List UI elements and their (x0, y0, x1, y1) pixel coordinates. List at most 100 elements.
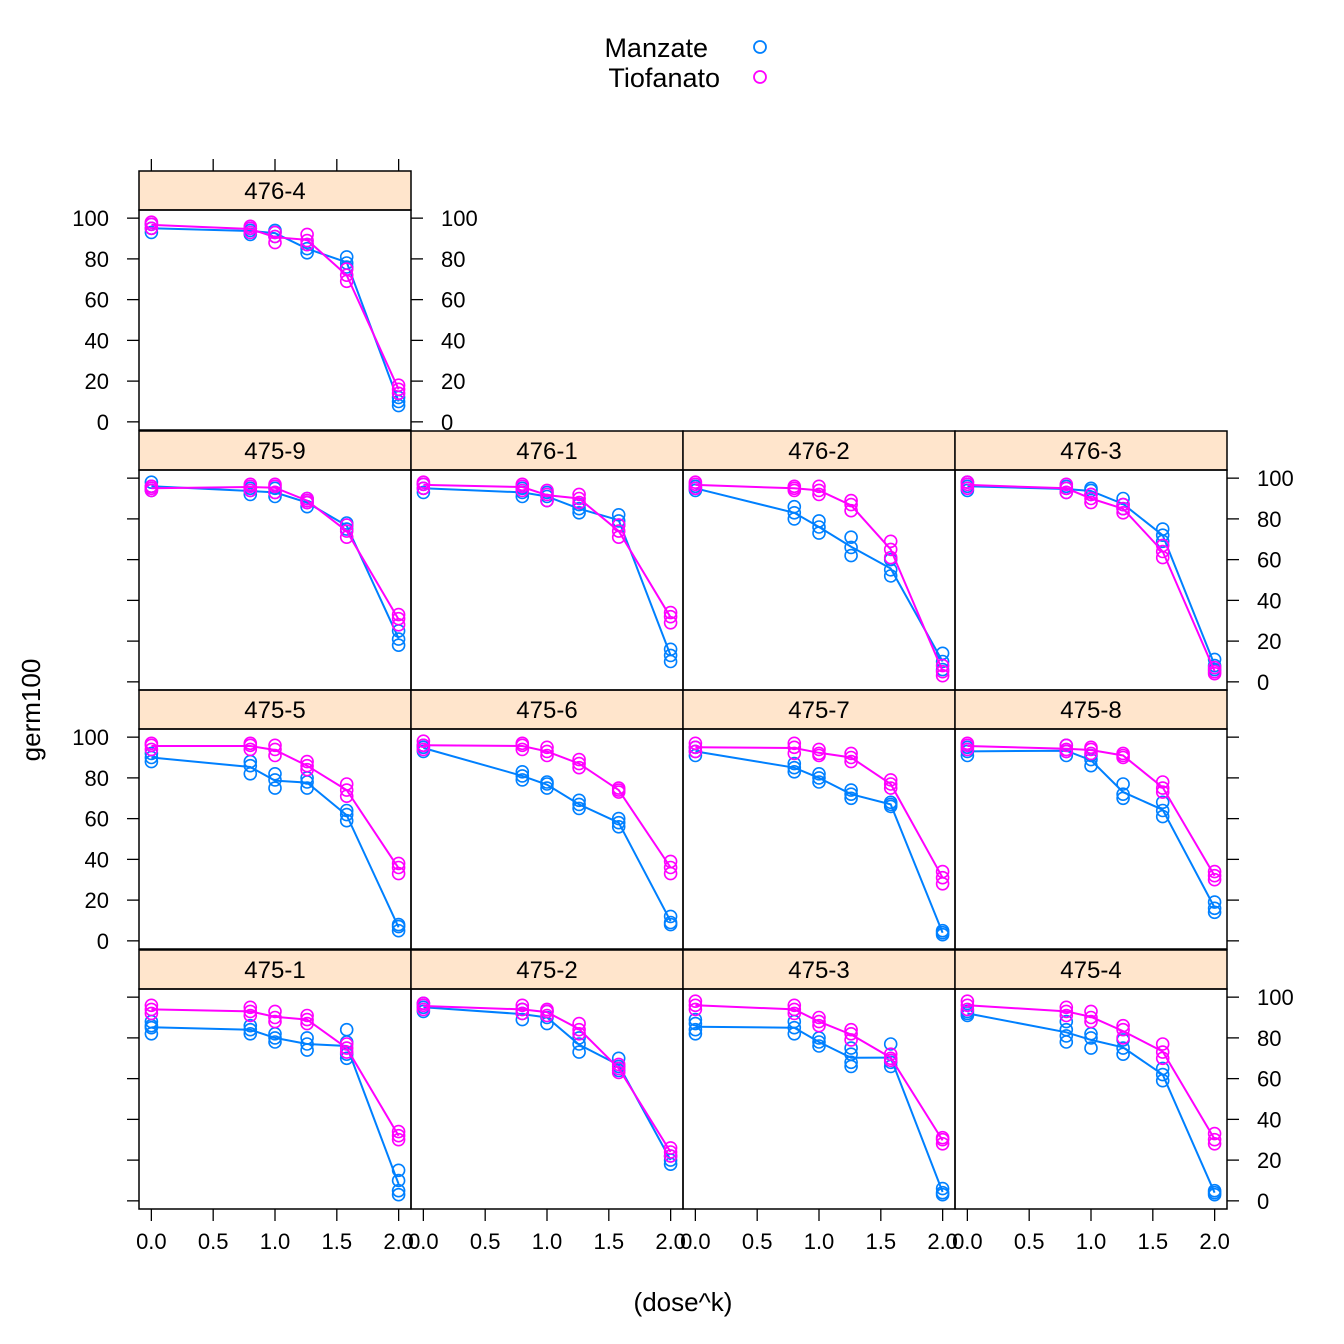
point-476-2-tiofanato-9 (844, 497, 858, 512)
mean-line-476-1-manzate (423, 487, 672, 656)
point-476-1-tiofanato-1 (416, 481, 431, 496)
panel-475-4: 475-4 (954, 949, 1228, 1210)
mean-line-475-7-manzate (695, 750, 944, 934)
point-475-9-manzate-15 (391, 632, 406, 646)
y-tick-label-right-476-4-5: 100 (441, 206, 478, 231)
y-tick-label-left-475-5-0: 0 (97, 929, 109, 954)
panel-475-7: 475-7 (682, 689, 956, 950)
point-475-5-manzate-10 (300, 781, 314, 795)
point-476-3-tiofanato-9 (1116, 501, 1130, 516)
point-475-4-tiofanato-4 (1059, 1004, 1074, 1019)
point-475-5-manzate-3 (243, 758, 258, 773)
point-475-3-manzate-2 (688, 1016, 703, 1031)
point-476-2-tiofanato-12 (883, 542, 898, 557)
point-476-3-tiofanato-8 (1084, 487, 1098, 502)
point-475-6-tiofanato-17 (663, 854, 678, 869)
x-tick-label-bottom-475-2-2: 1.0 (532, 1229, 563, 1254)
point-475-2-tiofanato-15 (663, 1145, 678, 1159)
panel-476-2: 476-2 (682, 430, 956, 691)
point-475-4-manzate-5 (1059, 1022, 1074, 1037)
point-475-6-tiofanato-7 (540, 748, 554, 763)
point-475-5-manzate-2 (144, 746, 159, 761)
point-476-4-tiofanato-15 (391, 382, 406, 397)
point-476-1-tiofanato-9 (572, 491, 586, 506)
y-tick-label-right-476-3-0: 0 (1257, 670, 1269, 695)
panel-476-4: 476-4 (138, 170, 412, 431)
panel-frame-476-3 (954, 469, 1228, 691)
point-475-9-tiofanato-17 (391, 607, 406, 622)
point-475-7-tiofanato-17 (935, 864, 950, 879)
x-tick-label-bottom-475-2-0: 0.0 (408, 1229, 439, 1254)
point-476-2-tiofanato-2 (688, 475, 703, 490)
point-475-4-tiofanato-13 (1155, 1051, 1170, 1066)
y-tick-label-left-475-5-5: 100 (72, 725, 109, 750)
point-475-7-manzate-16 (935, 927, 950, 942)
point-475-3-tiofanato-14 (883, 1051, 898, 1066)
point-475-2-tiofanato-8 (540, 1004, 554, 1019)
x-tick-label-bottom-475-3-1: 0.5 (742, 1229, 773, 1254)
point-475-4-manzate-7 (1084, 1031, 1098, 1045)
strip-label-475-1: 475-1 (244, 957, 305, 984)
point-475-3-tiofanato-4 (787, 1006, 802, 1021)
point-475-4-tiofanato-2 (960, 994, 975, 1009)
point-475-6-tiofanato-10 (572, 760, 586, 775)
point-475-5-tiofanato-1 (144, 742, 159, 757)
point-476-4-tiofanato-17 (391, 378, 406, 393)
y-tick-label-right-476-4-3: 60 (441, 288, 465, 313)
point-475-7-tiofanato-4 (787, 746, 802, 761)
y-tick-label-left-476-4-2: 40 (85, 328, 109, 353)
point-475-9-tiofanato-2 (144, 479, 159, 494)
point-476-2-manzate-13 (883, 569, 898, 583)
point-476-3-tiofanato-4 (1059, 485, 1074, 500)
point-475-2-manzate-4 (515, 1012, 530, 1027)
point-475-4-manzate-3 (1059, 1029, 1074, 1043)
point-475-5-tiofanato-5 (243, 736, 258, 751)
point-475-8-tiofanato-11 (1116, 748, 1130, 763)
point-475-3-tiofanato-7 (812, 1018, 826, 1033)
strip-label-475-2: 475-2 (516, 957, 577, 984)
panel-frame-475-4 (954, 988, 1228, 1210)
point-475-4-tiofanato-11 (1116, 1018, 1130, 1033)
point-475-2-tiofanato-5 (515, 1006, 530, 1021)
point-475-5-tiofanato-8 (268, 738, 282, 753)
point-476-2-manzate-8 (812, 514, 826, 528)
point-475-5-manzate-14 (339, 803, 354, 818)
point-475-7-manzate-14 (883, 795, 898, 810)
point-476-1-tiofanato-11 (572, 487, 586, 502)
point-476-2-tiofanato-13 (883, 550, 898, 565)
point-475-3-manzate-13 (844, 1041, 858, 1055)
point-475-1-tiofanato-7 (268, 1010, 282, 1025)
point-475-3-manzate-0 (688, 1022, 703, 1037)
point-475-7-tiofanato-2 (688, 736, 703, 751)
legend-label-manzate: Manzate (604, 33, 708, 63)
x-tick-label-bottom-475-1-2: 1.0 (260, 1229, 291, 1254)
point-475-1-tiofanato-6 (268, 1004, 282, 1019)
point-475-2-tiofanato-13 (611, 1061, 626, 1076)
point-475-6-manzate-9 (572, 797, 586, 812)
point-476-1-tiofanato-5 (515, 477, 530, 492)
point-475-5-tiofanato-2 (144, 736, 159, 751)
mean-line-476-2-manzate (695, 487, 944, 662)
point-475-1-tiofanato-9 (300, 1008, 314, 1023)
point-476-3-tiofanato-7 (1084, 495, 1098, 510)
point-475-3-tiofanato-16 (935, 1137, 950, 1151)
point-475-6-manzate-16 (663, 917, 678, 932)
point-475-1-tiofanato-15 (391, 1128, 406, 1143)
strip-label-475-4: 475-4 (1060, 957, 1121, 984)
point-475-9-tiofanato-14 (339, 518, 354, 532)
point-475-7-manzate-6 (812, 771, 826, 785)
point-476-4-tiofanato-7 (268, 235, 282, 250)
point-475-6-tiofanato-6 (540, 744, 554, 759)
point-475-4-tiofanato-16 (1207, 1137, 1222, 1151)
point-475-4-tiofanato-8 (1084, 1014, 1098, 1029)
y-tick-label-left-475-5-4: 80 (85, 766, 109, 791)
point-476-2-manzate-3 (787, 505, 802, 520)
x-tick-label-bottom-475-3-0: 0.0 (680, 1229, 711, 1254)
point-476-2-tiofanato-16 (935, 668, 950, 683)
point-475-7-tiofanato-14 (883, 773, 898, 787)
point-475-7-manzate-5 (787, 756, 802, 771)
point-475-3-manzate-11 (844, 1055, 858, 1070)
point-476-3-tiofanato-17 (1207, 660, 1222, 675)
point-476-3-manzate-12 (1155, 528, 1170, 543)
y-tick-label-left-475-5-2: 40 (85, 847, 109, 872)
